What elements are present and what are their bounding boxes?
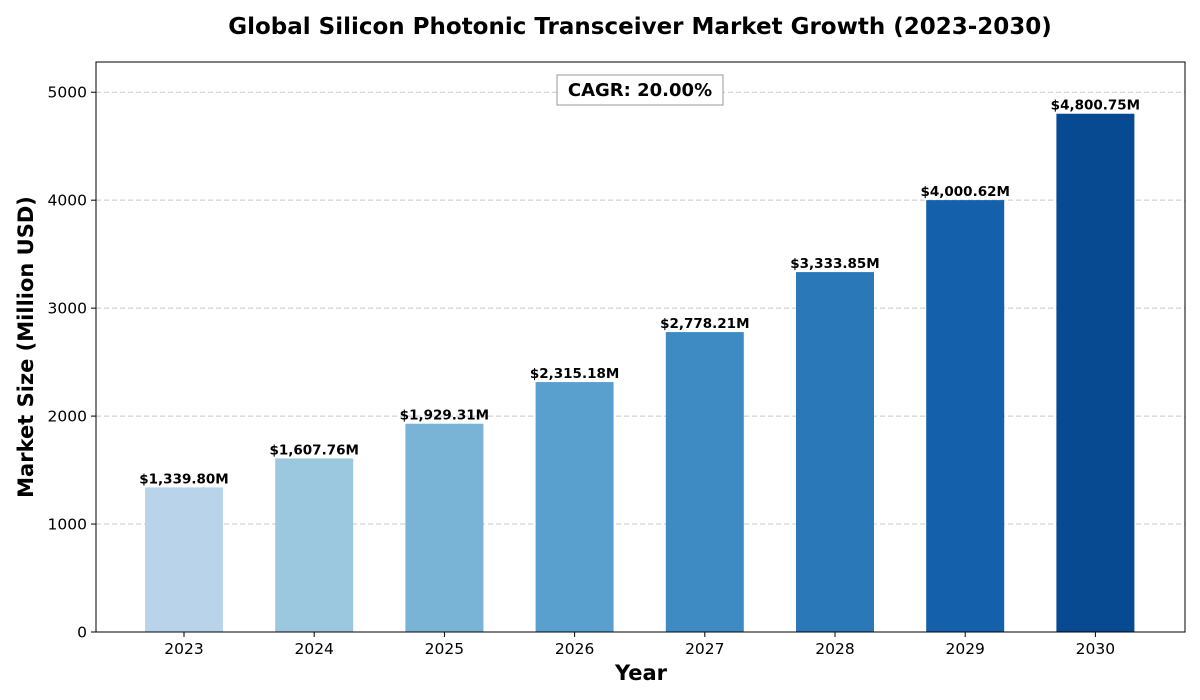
bar-value-label: $1,607.76M: [269, 442, 358, 458]
bars: [145, 113, 1135, 633]
bar-value-label: $4,000.62M: [920, 184, 1009, 200]
bar-value-label: $2,315.18M: [530, 366, 619, 382]
bar-2024: [275, 458, 354, 632]
x-tick-label: 2029: [945, 640, 984, 658]
bar-value-label: $4,800.75M: [1051, 98, 1140, 114]
y-axis-label: Market Size (Million USD): [14, 196, 38, 498]
x-tick-label: 2028: [815, 640, 854, 658]
bar-value-label: $3,333.85M: [790, 256, 879, 272]
x-tick-label: 2026: [555, 640, 594, 658]
x-axis-label: Year: [614, 661, 668, 685]
x-axis-ticks: 2023 2024 2025 2026 2027 2028 2029 2030: [164, 632, 1115, 658]
bar-value-labels: $1,339.80M $1,607.76M $1,929.31M $2,315.18M…: [139, 98, 1140, 488]
bar-2028: [796, 272, 874, 632]
bar-2027: [665, 332, 744, 632]
bar-2026: [535, 382, 614, 632]
y-tick-label: 2000: [48, 408, 87, 426]
bar-value-label: $2,778.21M: [660, 316, 749, 332]
y-tick-label: 0: [77, 624, 87, 642]
bar-2029: [926, 200, 1005, 633]
x-tick-label: 2025: [425, 640, 464, 658]
plot-frame: [95, 61, 1186, 633]
y-tick-label: 4000: [48, 192, 87, 210]
cagr-text: CAGR: 20.00%: [568, 80, 712, 101]
y-tick-label: 3000: [48, 300, 87, 318]
x-tick-label: 2027: [685, 640, 724, 658]
x-tick-label: 2030: [1076, 640, 1115, 658]
x-tick-label: 2024: [294, 640, 333, 658]
bar-2030: [1056, 113, 1135, 633]
y-tick-label: 5000: [48, 84, 87, 102]
cagr-annotation: CAGR: 20.00%: [556, 74, 724, 106]
x-tick-label: 2023: [164, 640, 203, 658]
bar-value-label: $1,339.80M: [139, 471, 228, 487]
bar-2023: [145, 487, 223, 632]
chart-title: Global Silicon Photonic Transceiver Mark…: [228, 14, 1052, 40]
bar-2025: [405, 423, 484, 632]
cagr-box: [556, 74, 724, 106]
bar-value-label: $1,929.31M: [400, 408, 489, 424]
y-tick-label: 1000: [48, 516, 87, 534]
grid-lines: [96, 91, 1185, 633]
y-axis-ticks: 0 1000 2000 3000 4000 5000: [48, 84, 96, 642]
